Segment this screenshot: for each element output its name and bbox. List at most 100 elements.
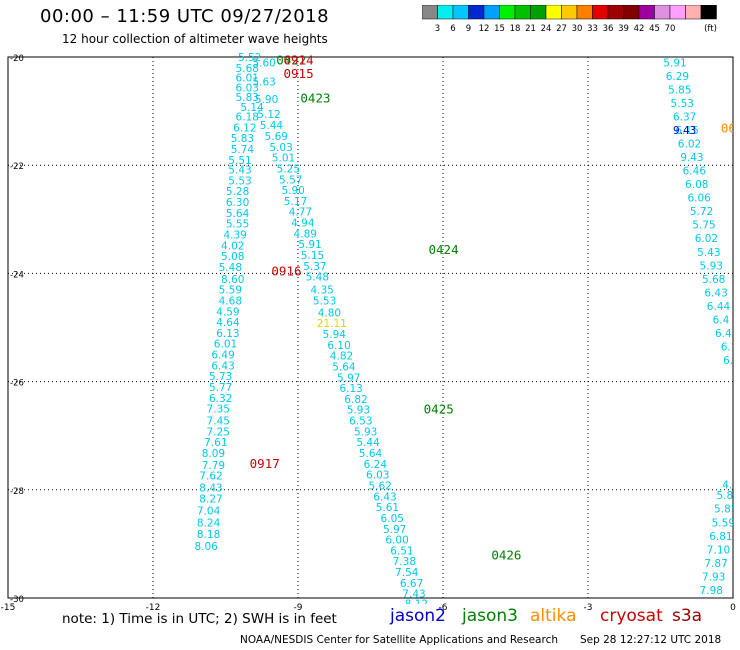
wave-height-value: 5.91 xyxy=(298,239,321,251)
wave-height-value: 5.59 xyxy=(219,285,242,297)
wave-height-value: 6.15 xyxy=(675,125,698,137)
wave-height-value: 5.64 xyxy=(226,208,250,220)
wave-height-value: 6.82 xyxy=(344,394,367,406)
wave-height-value: 5.08 xyxy=(221,251,244,263)
wave-height-value: 5.75 xyxy=(692,220,715,232)
x-tick-label: -12 xyxy=(146,603,161,613)
wave-height-value: 6.13 xyxy=(216,328,239,340)
wave-height-value: 7.61 xyxy=(204,437,227,449)
pass-time-label: 0424 xyxy=(429,242,459,257)
colorbar-label: 70 xyxy=(665,24,676,34)
wave-height-value: 6.12 xyxy=(233,122,256,134)
colorbar-label: 27 xyxy=(556,24,567,34)
wave-height-value: 6.08 xyxy=(685,179,708,191)
pass-time-label: 0425 xyxy=(424,402,454,417)
wave-height-value: 5.83 xyxy=(231,133,254,145)
wave-height-value: 6.43 xyxy=(373,491,396,503)
pass-time-label: 061 xyxy=(721,120,740,135)
wave-height-value: 5.68 xyxy=(702,274,725,286)
wave-height-value: 5.17 xyxy=(284,196,307,208)
colorbar-label: 9 xyxy=(466,24,471,34)
wave-height-value: 6.44 xyxy=(707,301,731,313)
wave-height-value: 5.28 xyxy=(226,186,249,198)
wave-height-value: 5.77 xyxy=(209,382,232,394)
colorbar-label: 15 xyxy=(494,24,505,34)
pass-time-label: 0423 xyxy=(300,91,330,106)
wave-height-value: 6.06 xyxy=(687,193,711,205)
wave-height-value: 6.43 xyxy=(704,287,727,299)
legend-item-cryosat: cryosat xyxy=(600,606,663,626)
wave-height-value: 6.81 xyxy=(709,531,732,543)
x-tick-label: -15 xyxy=(1,603,16,613)
wave-height-value: 5.03 xyxy=(269,142,292,154)
wave-height-value: 5.83 xyxy=(236,92,259,104)
wave-height-value: 6.10 xyxy=(327,340,350,352)
wave-height-value: 6.53 xyxy=(349,416,372,428)
wave-height-value: 4.02 xyxy=(221,240,244,252)
wave-height-value: 6.37 xyxy=(673,112,696,124)
wave-height-value: 5.12 xyxy=(257,109,280,121)
wave-height-value: 5.25 xyxy=(277,163,300,175)
wave-height-value: 5.62 xyxy=(368,480,391,492)
wave-height-value: 8.24 xyxy=(197,517,221,529)
note-text: note: 1) Time is in UTC; 2) SWH is in fe… xyxy=(62,611,337,627)
wave-height-value: 6.00 xyxy=(385,535,408,547)
wave-height-value: 6.01 xyxy=(214,339,237,351)
wave-height-value: 5.52 xyxy=(238,52,261,64)
colorbar-label: 18 xyxy=(510,24,521,34)
legend-item-s3a: s3a xyxy=(672,606,703,626)
wave-height-value-highlight: 21.11 xyxy=(317,318,347,330)
wave-height-value: 5.59 xyxy=(712,517,735,529)
wave-height-value: 6.03 xyxy=(366,470,389,482)
wave-height-value-highlight: 9.43 xyxy=(673,125,696,137)
wave-height-value: 4.5 xyxy=(722,479,739,491)
wave-height-value: 6. xyxy=(723,355,733,367)
wave-height-value: 7.62 xyxy=(199,471,222,483)
colorbar-label: (ft) xyxy=(704,24,717,34)
wave-height-value: 5.53 xyxy=(671,98,694,110)
wave-height-value: 6.03 xyxy=(236,82,259,94)
wave-height-value: 5.53 xyxy=(313,295,336,307)
wave-height-value: 6.67 xyxy=(400,578,423,590)
wave-height-value: 5.90 xyxy=(281,185,304,197)
wave-height-value: 6.4 xyxy=(715,328,732,340)
wave-height-value: 5.91 xyxy=(663,57,686,69)
wave-height-value: 4.89 xyxy=(294,228,317,240)
wave-height-value: 5.43 xyxy=(697,247,720,259)
wave-height-value: 7.98 xyxy=(700,585,723,597)
wave-height-value: 5.48 xyxy=(306,272,329,284)
colorbar-label: 12 xyxy=(479,24,490,34)
wave-height-value: 8.43 xyxy=(199,483,222,495)
wave-height-value: 4.82 xyxy=(330,351,353,363)
wave-height-value: 6.18 xyxy=(236,112,259,124)
wave-height-value: 4.59 xyxy=(216,306,239,318)
wave-height-value: 5.60 xyxy=(252,57,275,69)
wave-height-value: 5.15 xyxy=(301,250,324,262)
wave-height-value: 7.93 xyxy=(702,571,725,583)
wave-height-value: 6.02 xyxy=(678,139,701,151)
wave-height-value: 4.39 xyxy=(223,229,246,241)
wave-height-value: 5.43 xyxy=(228,165,251,177)
wave-height-value: 5.61 xyxy=(376,502,399,514)
y-tick-label: -28 xyxy=(10,487,24,497)
wave-height-value: 5.85 xyxy=(668,84,691,96)
colorbar-label: 39 xyxy=(618,24,629,34)
wave-height-value: 7.87 xyxy=(704,558,727,570)
wave-height-value: 6.51 xyxy=(390,545,413,557)
wave-height-value: 5.37 xyxy=(303,261,326,273)
wave-height-value: 6.46 xyxy=(683,166,707,178)
legend-item-jason3: jason3 xyxy=(462,606,518,626)
colorbar-label: 24 xyxy=(541,24,552,34)
wave-height-value: 7.25 xyxy=(207,426,230,438)
wave-height-value: 5.97 xyxy=(383,524,406,536)
wave-height-value: 9.43 xyxy=(680,152,703,164)
colorbar-label: 30 xyxy=(572,24,583,34)
pass-time-label: 0917 xyxy=(250,456,280,471)
wave-height-value: 5.64 xyxy=(332,361,356,373)
colorbar-label: 6 xyxy=(450,24,455,34)
wave-height-value: 5.57 xyxy=(279,174,302,186)
wave-height-value: 5.74 xyxy=(231,144,255,156)
x-tick-label: -3 xyxy=(584,603,593,613)
wave-height-value: 5.93 xyxy=(700,260,723,272)
